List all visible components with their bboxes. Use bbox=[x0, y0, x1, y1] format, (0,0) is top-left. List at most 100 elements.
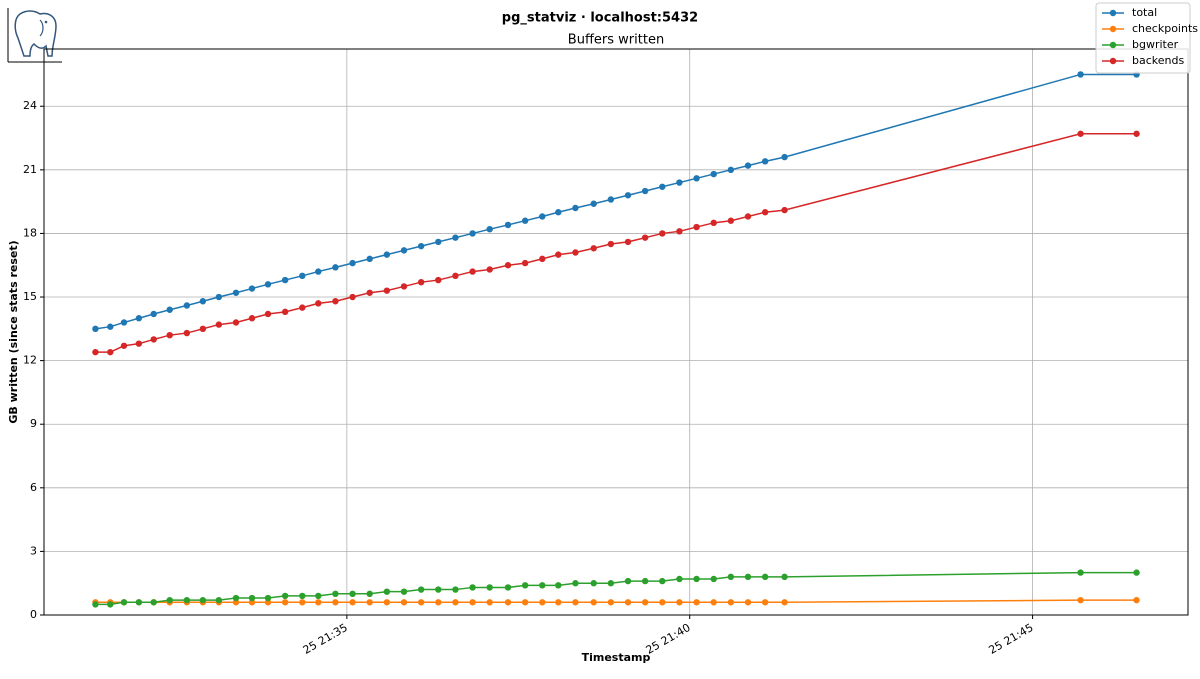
data-point bbox=[710, 219, 717, 227]
data-point bbox=[572, 204, 579, 212]
data-point bbox=[781, 573, 788, 581]
data-point bbox=[693, 175, 700, 182]
plot-frame bbox=[43, 48, 1189, 616]
data-point bbox=[521, 217, 529, 224]
data-point bbox=[150, 310, 157, 318]
data-point bbox=[469, 268, 476, 275]
data-point bbox=[232, 594, 240, 602]
y-tick-label: 3 bbox=[30, 544, 37, 557]
data-point bbox=[383, 599, 391, 606]
data-point bbox=[641, 187, 649, 195]
data-point bbox=[92, 601, 99, 608]
data-point bbox=[641, 234, 649, 241]
data-point bbox=[504, 262, 512, 269]
data-point bbox=[452, 599, 459, 606]
data-point bbox=[281, 599, 289, 606]
data-point bbox=[486, 599, 493, 606]
data-point bbox=[366, 255, 373, 263]
data-point bbox=[264, 594, 272, 602]
data-point bbox=[281, 276, 289, 284]
data-point bbox=[349, 293, 356, 301]
x-tick-label: 25 21:40 bbox=[644, 621, 693, 657]
data-point bbox=[332, 264, 339, 271]
data-point bbox=[332, 590, 339, 598]
data-point bbox=[166, 306, 173, 313]
data-point bbox=[607, 240, 615, 248]
data-point bbox=[590, 245, 597, 252]
data-point bbox=[366, 590, 373, 598]
data-point bbox=[150, 336, 157, 343]
data-point bbox=[349, 259, 356, 267]
legend-marker bbox=[1109, 9, 1117, 17]
data-point bbox=[120, 599, 128, 606]
legend-label: backends bbox=[1132, 54, 1184, 67]
data-point bbox=[693, 575, 700, 583]
data-point bbox=[107, 601, 114, 608]
legend-label: total bbox=[1132, 6, 1157, 19]
data-point bbox=[555, 209, 562, 216]
legend: total checkpoints bgwriter backends bbox=[1095, 2, 1198, 74]
data-point bbox=[641, 599, 649, 606]
data-point bbox=[504, 599, 512, 606]
data-point bbox=[744, 162, 752, 169]
data-point bbox=[727, 573, 735, 581]
x-tick-label: 25 21:45 bbox=[986, 621, 1035, 657]
data-point bbox=[1077, 71, 1084, 78]
data-point bbox=[710, 575, 717, 583]
data-point bbox=[1077, 569, 1084, 576]
data-point bbox=[572, 249, 579, 256]
y-tick-label: 12 bbox=[23, 354, 37, 367]
legend-frame bbox=[1095, 2, 1191, 74]
data-point bbox=[1133, 130, 1140, 137]
data-point bbox=[417, 278, 425, 286]
data-point bbox=[120, 319, 128, 326]
data-point bbox=[215, 596, 223, 604]
data-point bbox=[92, 348, 99, 356]
data-point bbox=[624, 577, 632, 585]
y-tick-label: 18 bbox=[23, 226, 37, 239]
data-point bbox=[469, 230, 476, 237]
y-axis-label: GB written (since stats reset) bbox=[7, 240, 20, 423]
data-point bbox=[183, 302, 191, 309]
data-point bbox=[1133, 596, 1140, 604]
data-point bbox=[781, 599, 788, 606]
data-point bbox=[659, 577, 666, 585]
data-point bbox=[232, 319, 240, 326]
data-point bbox=[435, 238, 442, 246]
data-point bbox=[435, 276, 442, 284]
legend-marker bbox=[1109, 41, 1117, 49]
data-point bbox=[135, 340, 143, 347]
data-point bbox=[676, 599, 683, 606]
data-point bbox=[727, 599, 735, 606]
data-point bbox=[183, 329, 191, 337]
data-point bbox=[521, 599, 529, 606]
data-point bbox=[199, 596, 207, 604]
data-point bbox=[1133, 569, 1140, 576]
y-tick-label: 15 bbox=[23, 290, 37, 303]
data-point bbox=[761, 573, 769, 581]
data-point bbox=[332, 599, 339, 606]
data-point bbox=[452, 272, 459, 280]
data-point bbox=[521, 582, 529, 589]
data-point bbox=[761, 209, 769, 216]
data-point bbox=[400, 599, 408, 606]
data-point bbox=[199, 298, 207, 305]
data-point bbox=[264, 310, 272, 318]
data-point bbox=[400, 283, 408, 290]
data-point bbox=[761, 158, 769, 165]
data-point bbox=[659, 230, 666, 237]
data-point bbox=[400, 588, 408, 595]
x-axis-label: Timestamp bbox=[582, 651, 651, 664]
data-point bbox=[1077, 130, 1084, 137]
data-point bbox=[727, 217, 735, 224]
data-point bbox=[166, 331, 173, 339]
data-point bbox=[781, 153, 788, 161]
data-point bbox=[555, 599, 562, 606]
data-point bbox=[486, 584, 493, 591]
chart-title: pg_statviz · localhost:5432 bbox=[502, 11, 698, 26]
data-point bbox=[539, 599, 546, 606]
data-point bbox=[248, 285, 256, 292]
data-point bbox=[504, 221, 512, 229]
data-point bbox=[166, 596, 173, 604]
data-point bbox=[659, 599, 666, 606]
